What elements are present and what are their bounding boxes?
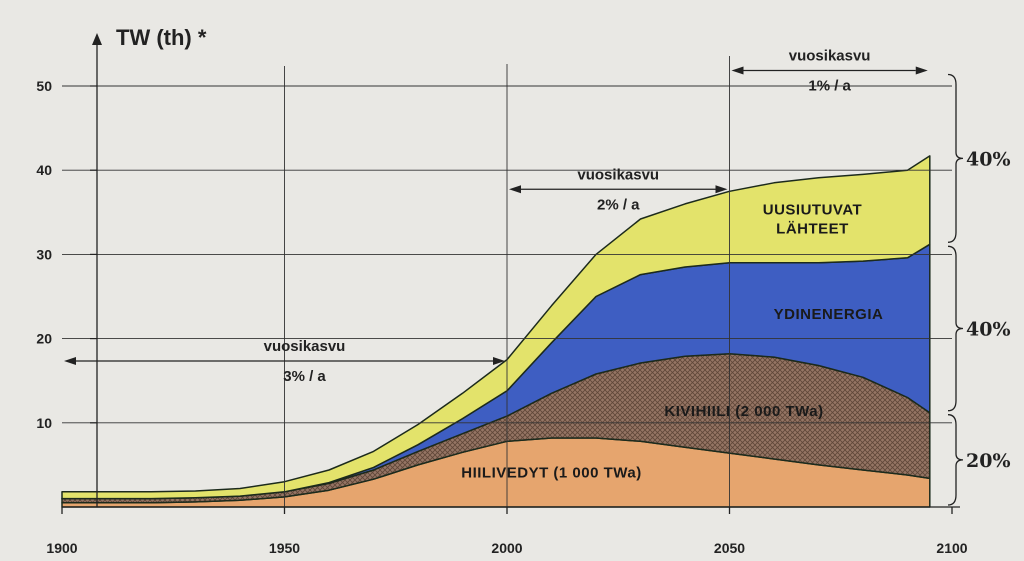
share-braces: 40% 40% 20% [947,73,1011,506]
anno-arrow-right [915,66,928,75]
grid-lines [62,56,952,507]
anno-arrow-right [715,185,728,194]
share-brace-2 [947,414,964,506]
y-tick-30: 30 [36,246,52,262]
x-tick-2100: 2100 [936,540,967,556]
growth-annotations: vuosikasvu 3% / a vuosikasvu 2% / a vuosikas… [64,48,928,385]
anno-top-1: vuosikasvu [577,166,659,183]
anno-bottom-2: 1% / a [808,78,851,95]
anno-bottom-0: 3% / a [283,368,326,385]
x-tick-2050: 2050 [714,540,745,556]
area-label-3a: UUSIUTUVAT [763,201,862,218]
x-tick-1950: 1950 [269,540,300,556]
anno-arrow-left [731,66,744,75]
area-label-0: HIILIVEDYT (1 000 TWa) [461,464,641,481]
axes [61,33,960,514]
area-labels: HIILIVEDYT (1 000 TWa) KIVIHIILI (2 000 T… [461,201,883,481]
share-label-0: 40% [966,148,1011,170]
stacked-areas [61,155,931,508]
x-tick-1900: 1900 [46,540,77,556]
anno-top-2: vuosikasvu [789,48,871,65]
area-label-2: YDINENERGIA [774,306,884,323]
share-brace-1 [947,245,964,412]
share-label-2: 20% [966,450,1011,472]
y-tick-20: 20 [36,331,52,347]
area-label-3b: LÄHTEET [776,220,849,237]
x-tick-2000: 2000 [491,540,522,556]
y-axis-arrow [92,33,102,45]
anno-arrow-right [493,357,505,366]
anno-arrow-left [64,357,76,366]
share-brace-0 [947,73,964,243]
tick-labels: 1900 1950 2000 2050 2100 10 20 30 40 50 [36,78,967,556]
y-tick-40: 40 [36,162,52,178]
y-tick-50: 50 [36,78,52,94]
anno-top-0: vuosikasvu [264,338,346,355]
y-tick-10: 10 [36,415,52,431]
share-label-1: 40% [966,318,1011,340]
y-axis-label: TW (th) * [116,25,207,50]
area-label-1: KIVIHIILI (2 000 TWa) [664,403,823,420]
anno-bottom-1: 2% / a [597,196,640,213]
area-3 [61,155,931,500]
anno-arrow-left [509,185,521,194]
